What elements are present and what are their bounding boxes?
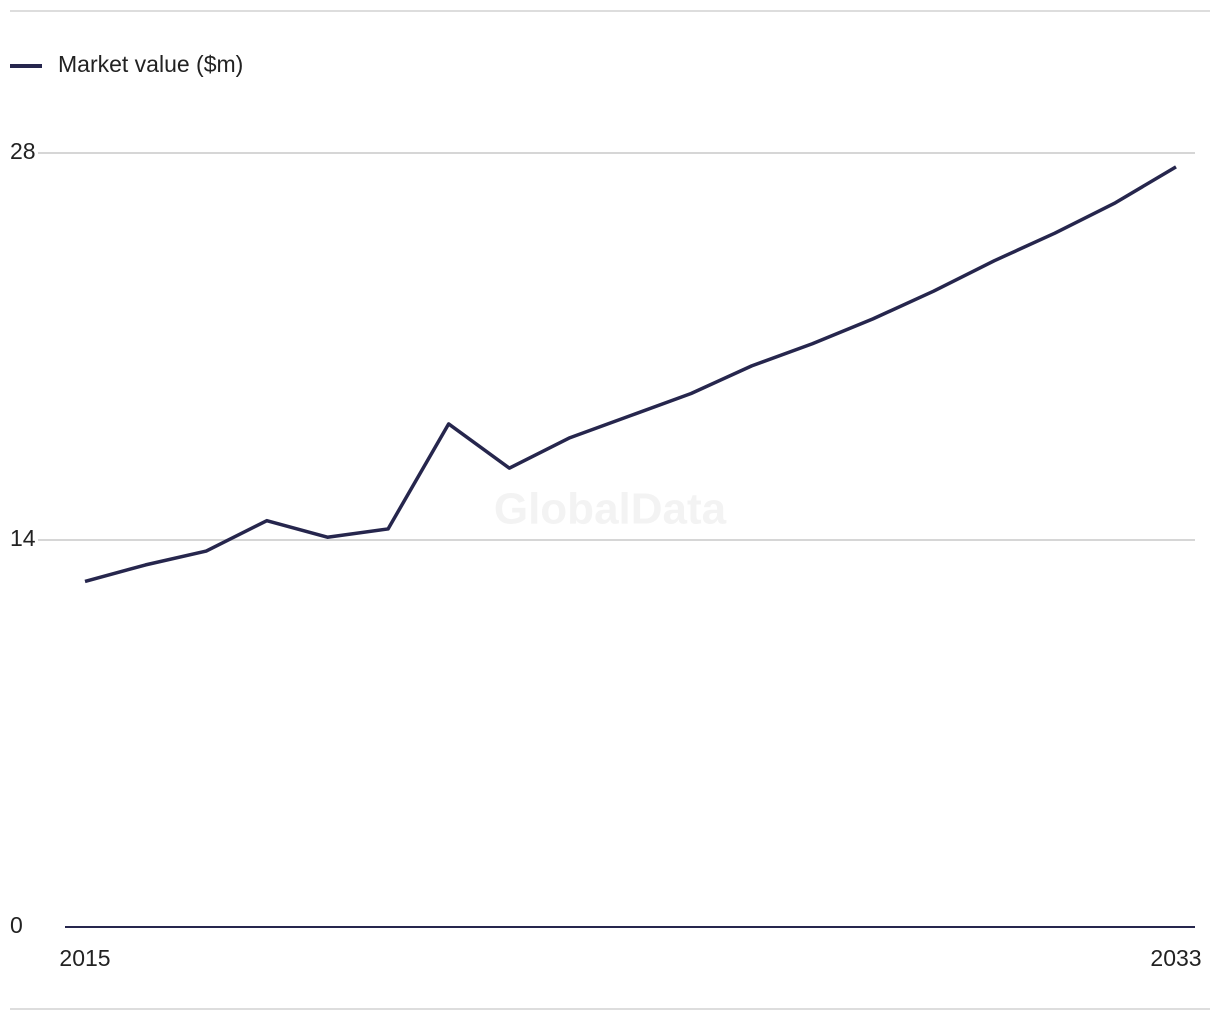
data-line — [84, 165, 1177, 584]
legend-label: Market value ($m) — [58, 51, 243, 77]
x-tick-label: 2033 — [1150, 945, 1201, 971]
watermark: GlobalData — [494, 485, 727, 534]
y-tick-label: 0 — [10, 912, 23, 938]
y-tick-label: 14 — [10, 525, 36, 551]
x-tick-label: 2015 — [59, 945, 110, 971]
y-tick-label: 28 — [10, 138, 36, 164]
